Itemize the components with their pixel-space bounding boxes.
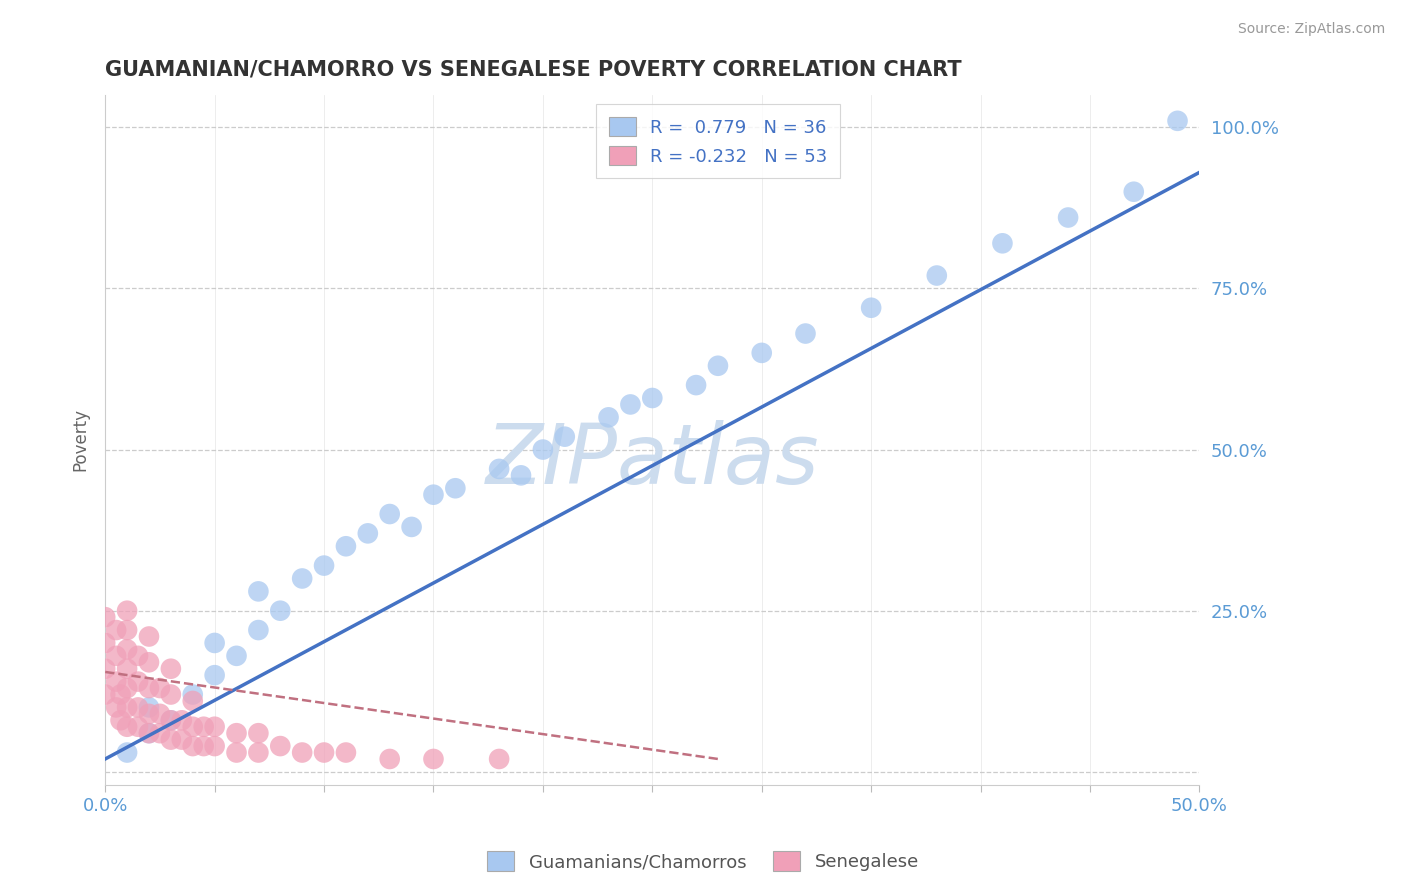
Point [181,720,204,734]
Point [247,584,270,599]
Point [554,430,576,444]
Point [378,507,401,521]
Point [127,648,149,663]
Point [138,726,160,740]
Point [225,746,247,760]
Point [641,391,664,405]
Text: Source: ZipAtlas.com: Source: ZipAtlas.com [1237,22,1385,37]
Point [138,681,160,695]
Point [160,714,183,728]
Point [127,674,149,689]
Point [138,706,160,721]
Point [181,688,204,702]
Point [193,739,215,753]
Point [110,714,132,728]
Point [138,630,160,644]
Point [488,752,510,766]
Point [94,610,117,624]
Point [925,268,948,283]
Point [598,410,620,425]
Text: ZIPatlas: ZIPatlas [485,420,820,501]
Point [269,604,291,618]
Point [401,520,423,534]
Point [291,746,314,760]
Point [488,462,510,476]
Text: GUAMANIAN/CHAMORRO VS SENEGALESE POVERTY CORRELATION CHART: GUAMANIAN/CHAMORRO VS SENEGALESE POVERTY… [105,60,962,79]
Point [115,642,138,657]
Point [247,746,270,760]
Point [94,688,117,702]
Point [160,662,183,676]
Point [1166,113,1188,128]
Point [181,694,204,708]
Point [170,732,193,747]
Point [335,539,357,553]
Point [204,668,226,682]
Point [138,700,160,714]
Point [127,700,149,714]
Point [619,397,641,411]
Point [115,746,138,760]
Point [115,623,138,637]
Point [312,558,335,573]
Point [127,720,149,734]
Point [991,236,1014,251]
Point [422,752,444,766]
Point [204,636,226,650]
Point [138,726,160,740]
Point [707,359,730,373]
Point [105,623,128,637]
Point [751,346,773,360]
Point [422,488,444,502]
Point [181,739,204,753]
Point [170,714,193,728]
Point [1122,185,1144,199]
Point [115,662,138,676]
Legend: R =  0.779   N = 36, R = -0.232   N = 53: R = 0.779 N = 36, R = -0.232 N = 53 [596,104,841,178]
Point [204,720,226,734]
Point [115,700,138,714]
Point [160,714,183,728]
Point [94,662,117,676]
Point [149,706,172,721]
Y-axis label: Poverty: Poverty [72,409,89,471]
Point [94,636,117,650]
Point [204,739,226,753]
Point [510,468,533,483]
Point [105,700,128,714]
Point [357,526,380,541]
Point [378,752,401,766]
Point [225,648,247,663]
Point [312,746,335,760]
Point [149,726,172,740]
Point [335,746,357,760]
Point [105,674,128,689]
Point [794,326,817,341]
Point [225,726,247,740]
Point [531,442,554,457]
Point [685,378,707,392]
Point [115,604,138,618]
Point [247,726,270,740]
Point [160,688,183,702]
Point [115,681,138,695]
Legend: Guamanians/Chamorros, Senegalese: Guamanians/Chamorros, Senegalese [479,844,927,879]
Point [444,481,467,495]
Point [860,301,883,315]
Point [110,688,132,702]
Point [149,681,172,695]
Point [1057,211,1080,225]
Point [193,720,215,734]
Point [269,739,291,753]
Point [291,572,314,586]
Point [138,655,160,669]
Point [247,623,270,637]
Point [115,720,138,734]
Point [105,648,128,663]
Point [160,732,183,747]
